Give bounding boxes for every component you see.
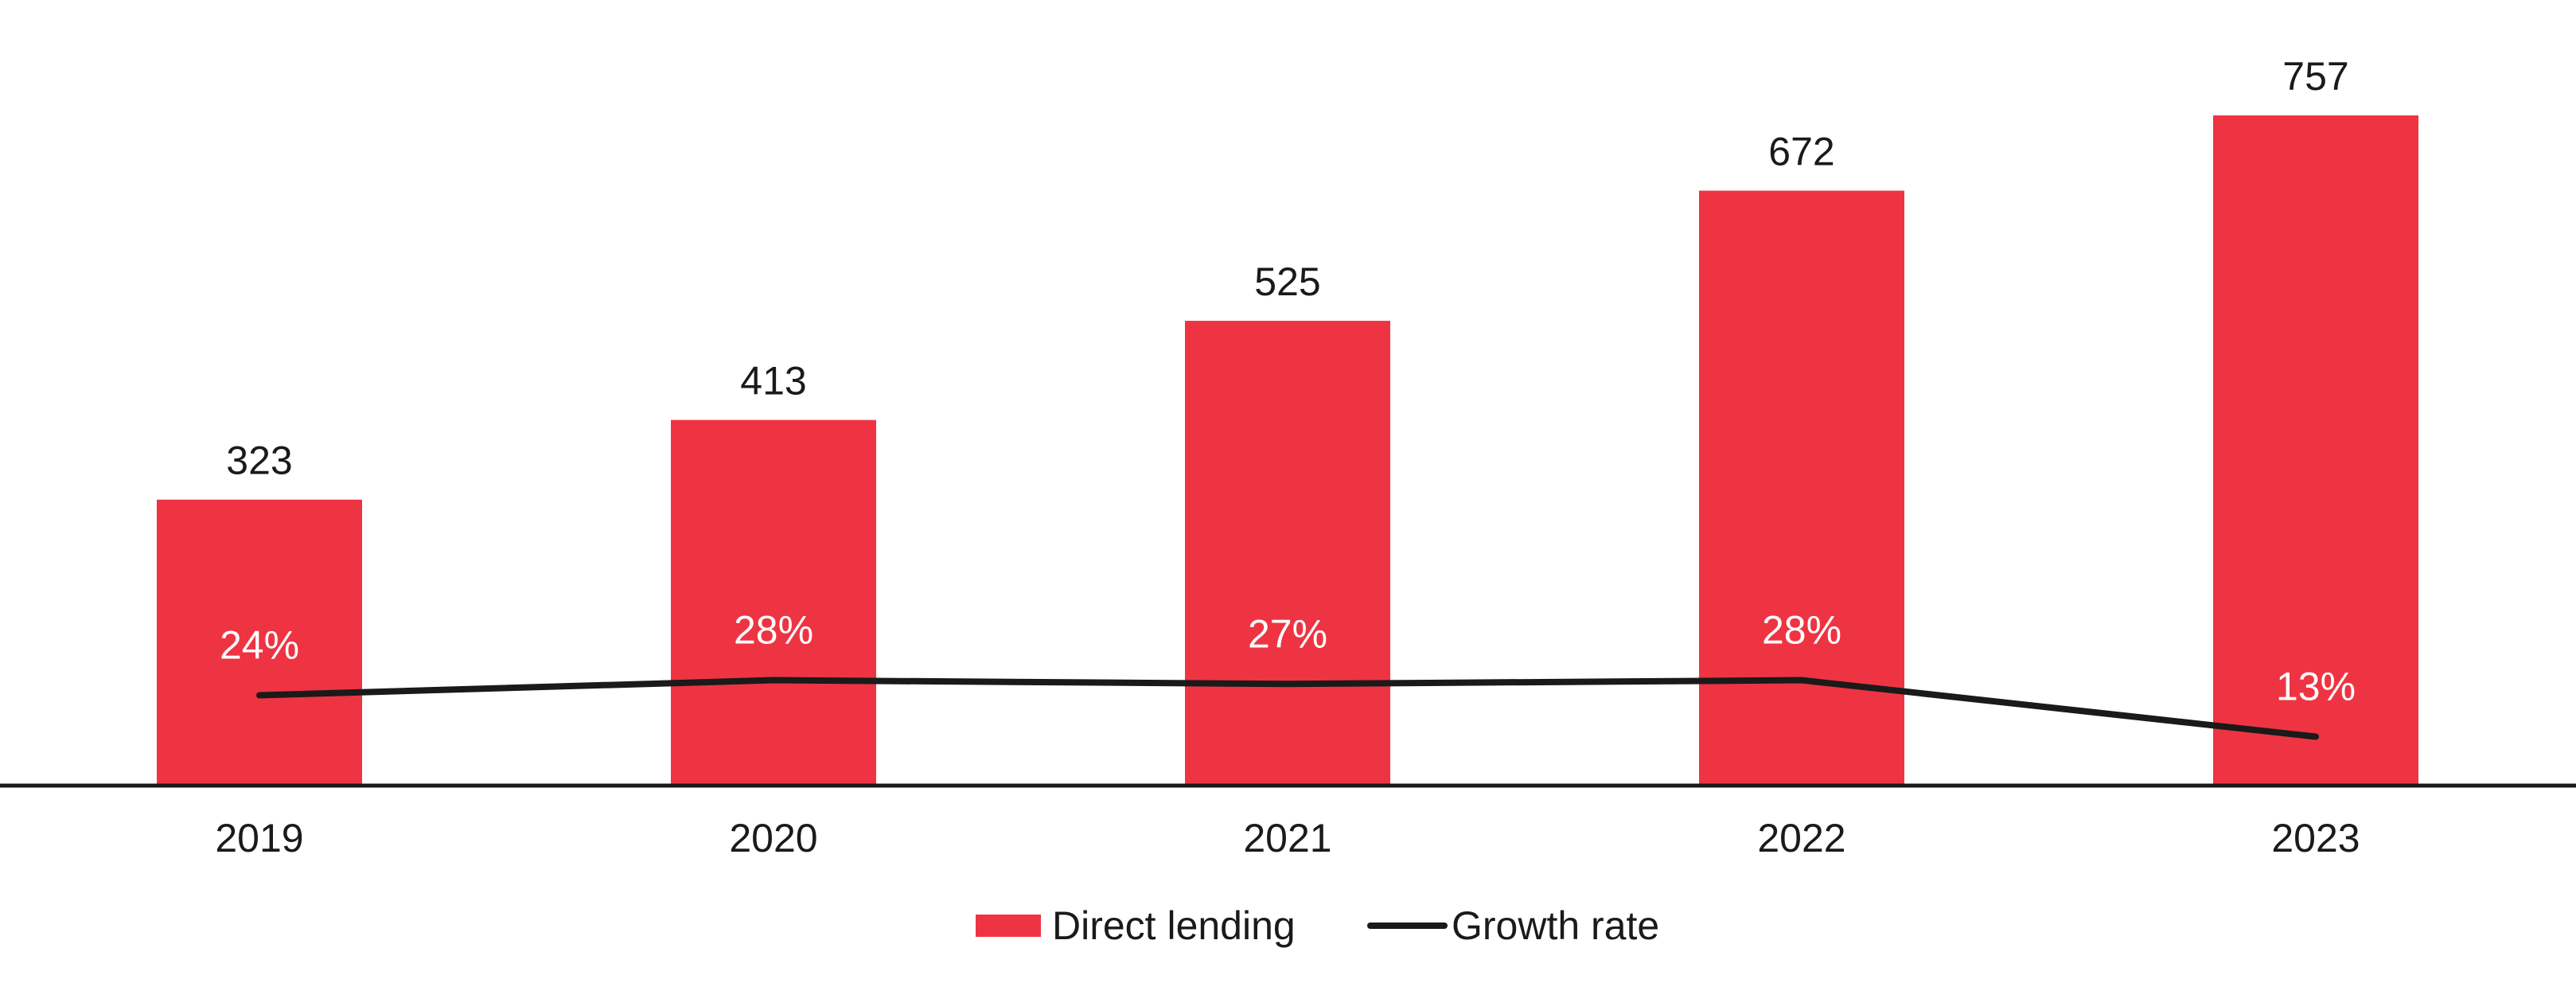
bar-value-label-2021: 525 — [1254, 259, 1320, 304]
bar-2021 — [1185, 321, 1390, 786]
bar-value-label-2023: 757 — [2282, 54, 2348, 99]
bar-2023 — [2213, 115, 2418, 786]
legend-label-direct-lending: Direct lending — [1052, 903, 1296, 948]
growth-rate-line — [256, 677, 2319, 740]
growth-rate-label-2021: 27% — [1248, 611, 1327, 656]
bar-2022 — [1699, 190, 1904, 786]
x-tick-label-2023: 2023 — [2271, 816, 2360, 860]
bar-value-label-2022: 672 — [1768, 130, 1834, 174]
x-tick-label-2022: 2022 — [1757, 816, 1845, 860]
growth-rate-label-2022: 28% — [1762, 608, 1841, 653]
growth-rate-label-2023: 13% — [2276, 665, 2356, 709]
x-tick-label-2019: 2019 — [215, 816, 303, 860]
bar-2019 — [157, 499, 362, 786]
legend-label-growth-rate: Growth rate — [1452, 903, 1659, 948]
bar-value-label-2020: 413 — [740, 359, 806, 404]
growth-rate-label-2019: 24% — [220, 622, 299, 667]
bar-2020 — [671, 419, 876, 786]
legend: Direct lending Growth rate — [976, 903, 1659, 948]
x-tick-label-2020: 2020 — [729, 816, 817, 860]
x-tick-label-2021: 2021 — [1243, 816, 1331, 860]
bar-value-label-2019: 323 — [226, 439, 292, 483]
legend-swatch-direct-lending — [976, 915, 1041, 937]
growth-rate-label-2020: 28% — [734, 608, 813, 653]
